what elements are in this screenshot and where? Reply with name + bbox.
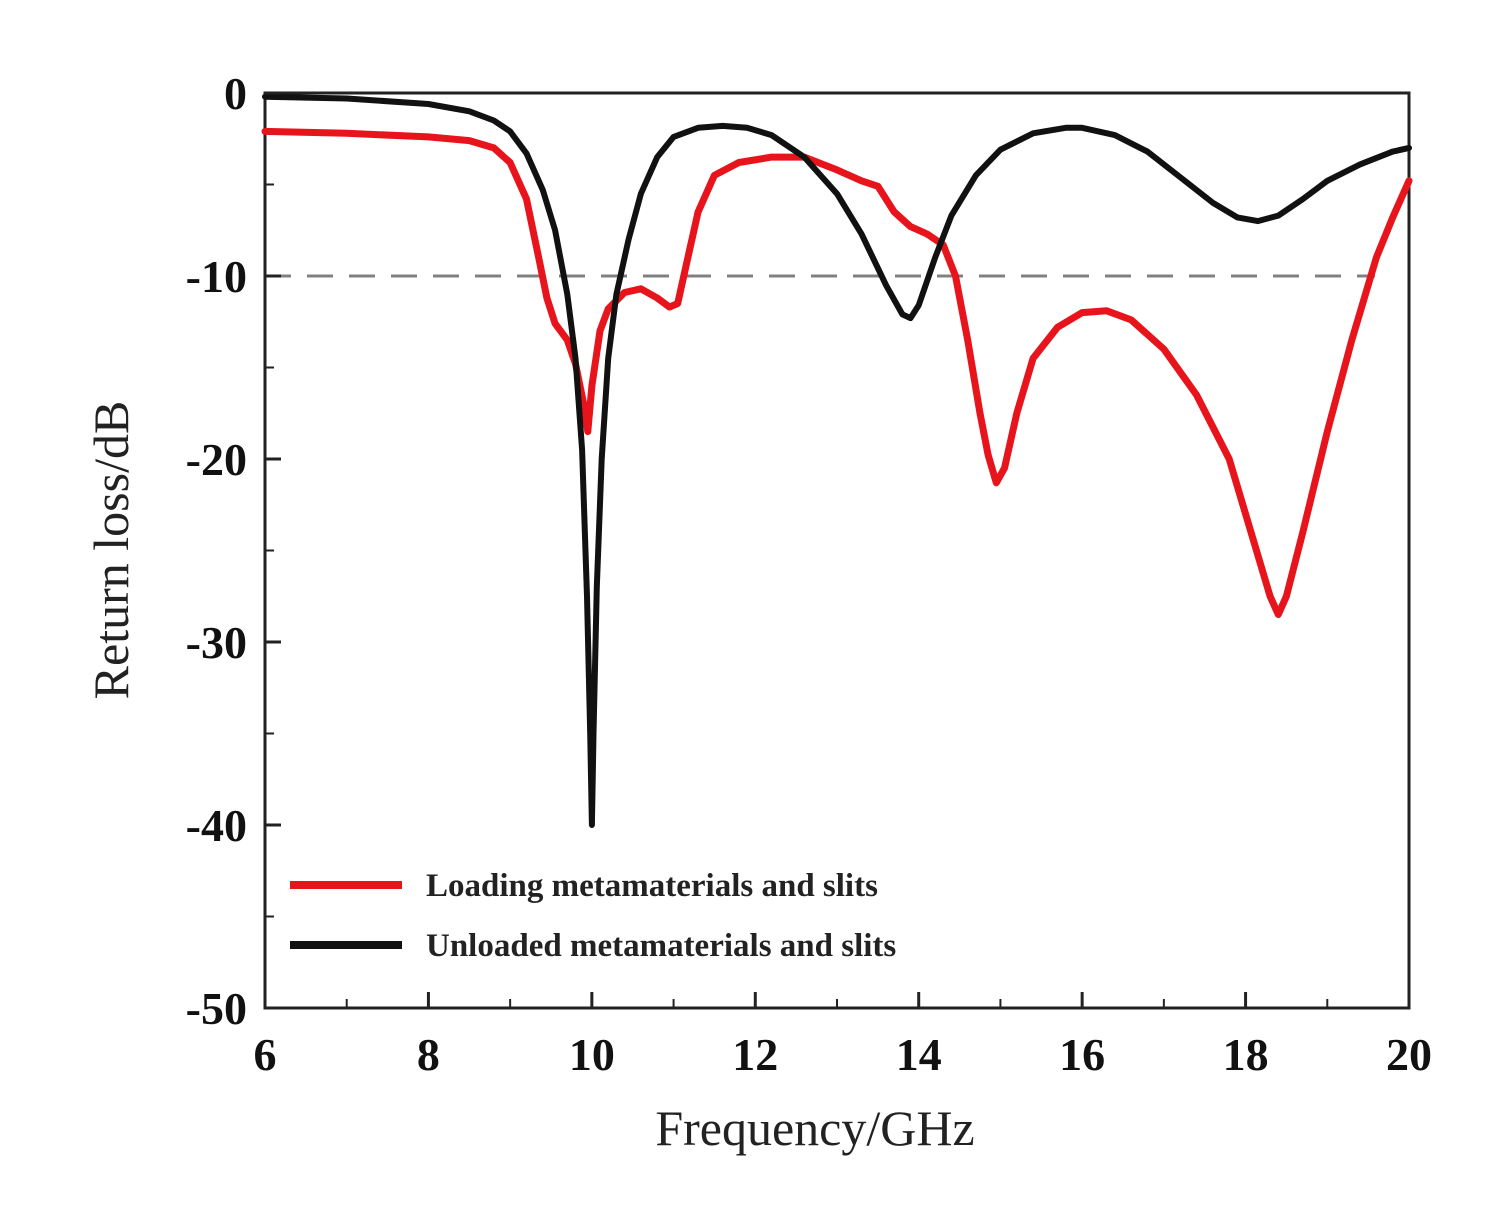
x-tick-label: 16 (1059, 1029, 1105, 1080)
series-line-loading (261, 127, 1413, 618)
legend-label-unloaded: Unloaded metamaterials and slits (426, 928, 896, 964)
y-axis-title: Return loss/dB (83, 401, 139, 700)
y-tick-label: -20 (186, 434, 247, 485)
series-line-unloaded (262, 93, 1412, 828)
x-tick-label: 18 (1223, 1029, 1269, 1080)
x-tick-label: 10 (569, 1029, 615, 1080)
x-tick-label: 14 (896, 1029, 942, 1080)
x-tick-label: 6 (254, 1029, 277, 1080)
x-tick-label: 8 (417, 1029, 440, 1080)
x-tick-label: 20 (1386, 1029, 1432, 1080)
legend-label-loading: Loading metamaterials and slits (426, 868, 878, 904)
y-tick-label: -50 (186, 983, 247, 1034)
y-tick-label: -30 (186, 617, 247, 668)
x-tick-label: 12 (732, 1029, 778, 1080)
y-tick-label: -40 (186, 800, 247, 851)
y-tick-label: -10 (186, 251, 247, 302)
y-tick-label: 0 (224, 68, 247, 119)
x-axis-title: Frequency/GHz (655, 1100, 974, 1156)
